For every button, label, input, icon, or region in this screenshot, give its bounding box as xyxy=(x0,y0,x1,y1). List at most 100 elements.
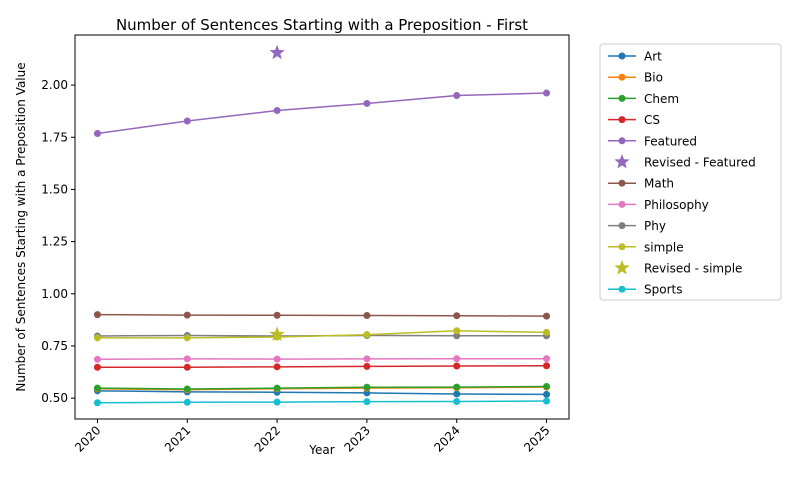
legend-marker xyxy=(618,137,626,145)
x-tick-label: 2025 xyxy=(521,423,552,454)
legend-label: Featured xyxy=(644,134,697,148)
data-point xyxy=(363,311,371,319)
data-point xyxy=(453,362,461,370)
data-point xyxy=(543,382,551,390)
x-tick-label: 2020 xyxy=(72,423,103,454)
legend-item-phy: Phy xyxy=(608,219,666,233)
data-point xyxy=(93,355,101,363)
legend-marker xyxy=(618,52,626,60)
data-point xyxy=(363,398,371,406)
series-line xyxy=(97,400,547,404)
data-point xyxy=(543,89,551,97)
series-chem xyxy=(93,382,551,393)
data-point xyxy=(363,99,371,107)
legend-item-revised-featured: Revised - Featured xyxy=(614,154,756,170)
data-point xyxy=(543,312,551,320)
y-axis-label: Number of Sentences Starting with a Prep… xyxy=(14,62,28,391)
data-point xyxy=(543,397,551,405)
data-point xyxy=(93,384,101,392)
legend-label: CS xyxy=(644,113,660,127)
data-point xyxy=(183,385,191,393)
legend-label: Revised - simple xyxy=(644,262,742,276)
data-point xyxy=(93,130,101,138)
legend-label: Math xyxy=(644,177,674,191)
legend-item-art: Art xyxy=(608,50,662,64)
series-line xyxy=(97,329,547,339)
legend-item-math: Math xyxy=(608,177,674,191)
series-cs xyxy=(93,362,551,371)
y-tick-label: 1.25 xyxy=(41,235,68,249)
data-point xyxy=(273,311,281,319)
data-point xyxy=(363,362,371,370)
data-point xyxy=(93,399,101,407)
data-point xyxy=(543,355,551,363)
series-revised-simple xyxy=(269,326,285,341)
series-line xyxy=(97,365,547,368)
legend-item-bio: Bio xyxy=(608,71,663,85)
data-point xyxy=(453,390,461,398)
data-point xyxy=(183,355,191,363)
data-point xyxy=(363,383,371,391)
data-point xyxy=(183,334,191,342)
data-point xyxy=(363,355,371,363)
data-point xyxy=(183,311,191,319)
data-point xyxy=(363,331,371,339)
legend-item-sports: Sports xyxy=(608,283,682,297)
legend-label: Chem xyxy=(644,92,679,106)
data-point-star xyxy=(269,44,285,60)
legend-label: simple xyxy=(644,240,684,254)
series-line xyxy=(97,357,547,361)
legend: Art Bio Chem CS Featured Revised - Featured Ma… xyxy=(599,43,782,301)
y-tick-label: 1.00 xyxy=(41,287,68,301)
x-tick-label: 2022 xyxy=(252,423,283,454)
series-line xyxy=(97,385,547,390)
data-point xyxy=(183,398,191,406)
legend-marker-star xyxy=(614,154,630,169)
series-sports xyxy=(93,397,551,407)
series-philosophy xyxy=(93,355,551,363)
legend-marker xyxy=(618,179,626,187)
series-line xyxy=(97,313,547,317)
x-axis-label: Year xyxy=(308,443,334,457)
legend-item-revised-simple: Revised - simple xyxy=(614,260,742,276)
y-tick-label: 0.50 xyxy=(41,391,68,405)
data-point xyxy=(543,328,551,336)
data-point xyxy=(453,332,461,340)
legend-marker xyxy=(618,73,626,81)
data-point xyxy=(543,390,551,398)
data-point xyxy=(453,383,461,391)
legend-item-simple: simple xyxy=(608,240,684,254)
legend-marker xyxy=(618,200,626,208)
legend-marker-star xyxy=(614,260,630,275)
data-point xyxy=(273,398,281,406)
y-tick-label: 1.50 xyxy=(41,182,68,196)
data-point xyxy=(453,397,461,405)
legend-marker xyxy=(618,94,626,102)
legend-marker xyxy=(618,222,626,230)
series-line xyxy=(97,390,547,396)
data-point xyxy=(93,363,101,371)
legend-item-philosophy: Philosophy xyxy=(608,198,709,212)
data-point xyxy=(273,355,281,363)
data-point xyxy=(93,311,101,319)
series-line xyxy=(97,92,547,135)
data-point xyxy=(183,117,191,125)
data-point xyxy=(543,362,551,370)
legend-box xyxy=(599,43,782,301)
data-point xyxy=(273,363,281,371)
plot-frame xyxy=(74,34,570,420)
x-tick-label: 2021 xyxy=(162,423,193,454)
legend-item-chem: Chem xyxy=(608,92,679,106)
y-axis: 0.50 0.75 1.00 1.25 1.50 1.75 2.00 xyxy=(41,78,75,405)
legend-label: Sports xyxy=(644,283,682,297)
legend-label: Revised - Featured xyxy=(644,156,756,170)
data-point xyxy=(453,327,461,335)
legend-label: Bio xyxy=(644,71,663,85)
data-point xyxy=(183,363,191,371)
series-revised-featured xyxy=(269,44,285,60)
data-point-star xyxy=(269,326,285,341)
data-point xyxy=(453,355,461,363)
series-featured xyxy=(93,89,551,138)
data-point xyxy=(273,384,281,392)
